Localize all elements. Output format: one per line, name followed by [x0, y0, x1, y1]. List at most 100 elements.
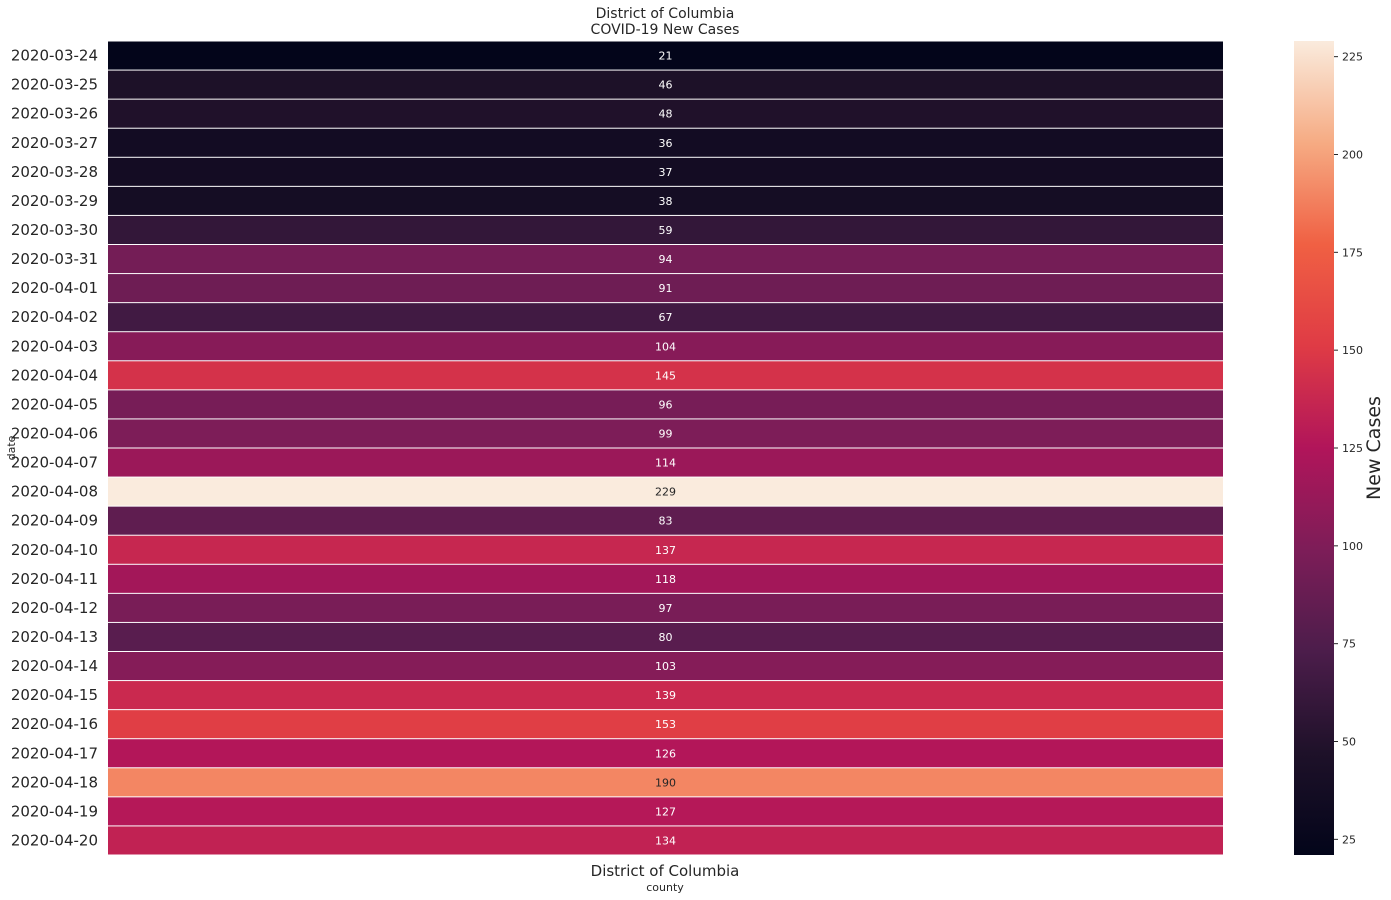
row-tick-label: 2020-04-01: [11, 279, 98, 297]
heatmap-cell: [108, 157, 1223, 186]
heatmap-cell: [108, 390, 1223, 419]
heatmap-cell-label: 134: [655, 834, 676, 847]
heatmap-cell-label: 83: [659, 515, 673, 528]
heatmap-cell: [108, 303, 1223, 332]
row-tick-label: 2020-04-06: [11, 424, 98, 442]
heatmap-cell: [108, 215, 1223, 244]
colorbar-ticks: 25 50 75 100 125 150 175 200 225: [1334, 51, 1363, 846]
row-tick-label: 2020-04-05: [11, 395, 98, 413]
colorbar-label: New Cases: [1363, 396, 1385, 500]
heatmap-cell-label: 114: [655, 457, 676, 470]
heatmap-cell: [108, 448, 1223, 477]
row-tick-label: 2020-04-17: [11, 744, 98, 762]
row-tick-label: 2020-04-03: [11, 337, 98, 355]
row-tick-label: 2020-04-11: [11, 570, 98, 588]
heatmap-cell: [108, 593, 1223, 622]
heatmap-cell-label: 80: [659, 631, 673, 644]
heatmap-cell: [108, 274, 1223, 303]
heatmap-cell: [108, 506, 1223, 535]
heatmap-cell: [108, 70, 1223, 99]
row-tick-label: 2020-03-25: [11, 76, 98, 94]
heatmap-cell-label: 91: [659, 282, 673, 295]
colorbar-tick-label: 25: [1342, 833, 1356, 846]
colorbar-tick-label: 200: [1342, 148, 1363, 161]
heatmap-cell-label: 96: [659, 398, 673, 411]
heatmap-cell-label: 118: [655, 573, 676, 586]
row-tick-label: 2020-04-02: [11, 308, 98, 326]
heatmap-cell-label: 229: [655, 486, 676, 499]
row-tick-label: 2020-04-15: [11, 686, 98, 704]
row-tick-label: 2020-04-14: [11, 657, 98, 675]
column-tick-label: District of Columbia: [591, 862, 740, 880]
heatmap-cell-label: 21: [659, 50, 673, 63]
heatmap-cell: [108, 681, 1223, 710]
x-axis-label: county: [646, 881, 684, 894]
heatmap-cell: [108, 622, 1223, 651]
heatmap-cell-label: 46: [659, 79, 673, 92]
heatmap-cell-label: 48: [659, 108, 673, 121]
heatmap-cell-label: 103: [655, 660, 676, 673]
heatmap-cell: [108, 419, 1223, 448]
row-tick-label: 2020-04-19: [11, 802, 98, 820]
heatmap-cell: [108, 768, 1223, 797]
chart-title-line-2: COVID-19 New Cases: [591, 22, 740, 38]
heatmap-cell-label: 94: [659, 253, 673, 266]
row-tick-label: 2020-03-30: [11, 221, 98, 239]
heatmap-cell: [108, 41, 1223, 70]
heatmap-rows: 21 2020-03-24 46 2020-03-25 48 2020-03-26 36 20…: [11, 41, 1223, 855]
colorbar-tick-label: 175: [1342, 246, 1363, 259]
row-tick-label: 2020-04-13: [11, 628, 98, 646]
heatmap-cell-label: 137: [655, 544, 676, 557]
heatmap-cell-label: 104: [655, 340, 676, 353]
row-tick-label: 2020-04-20: [11, 831, 98, 849]
heatmap-cell-label: 145: [655, 369, 676, 382]
heatmap-cell-label: 36: [659, 137, 673, 150]
heatmap-cell: [108, 710, 1223, 739]
heatmap-cell-label: 67: [659, 311, 673, 324]
row-tick-label: 2020-04-09: [11, 512, 98, 530]
colorbar-tick-label: 100: [1342, 540, 1363, 553]
colorbar-tick-label: 50: [1342, 736, 1356, 749]
heatmap-cell: [108, 826, 1223, 855]
heatmap-cell: [108, 739, 1223, 768]
heatmap-cell: [108, 128, 1223, 157]
heatmap-cell: [108, 535, 1223, 564]
colorbar-tick-label: 225: [1342, 51, 1363, 64]
heatmap-cell: [108, 245, 1223, 274]
row-tick-label: 2020-04-04: [11, 366, 98, 384]
row-tick-label: 2020-03-31: [11, 250, 98, 268]
colorbar-tick-label: 150: [1342, 344, 1363, 357]
heatmap-cell-label: 59: [659, 224, 673, 237]
heatmap-cell-label: 126: [655, 747, 676, 760]
heatmap-cell-label: 139: [655, 689, 676, 702]
row-tick-label: 2020-03-29: [11, 192, 98, 210]
row-tick-label: 2020-03-27: [11, 134, 98, 152]
y-axis-label: date: [5, 435, 18, 460]
heatmap-cell: [108, 477, 1223, 506]
heatmap-cell: [108, 797, 1223, 826]
row-tick-label: 2020-04-16: [11, 715, 98, 733]
heatmap-cell-label: 97: [659, 602, 673, 615]
heatmap-cell-label: 190: [655, 776, 676, 789]
heatmap-cell-label: 127: [655, 805, 676, 818]
heatmap-cell: [108, 332, 1223, 361]
heatmap-cell: [108, 564, 1223, 593]
heatmap-cell: [108, 361, 1223, 390]
row-tick-label: 2020-03-28: [11, 163, 98, 181]
row-tick-label: 2020-03-24: [11, 47, 98, 65]
heatmap-cell-label: 99: [659, 427, 673, 440]
heatmap-cell-label: 153: [655, 718, 676, 731]
row-tick-label: 2020-04-08: [11, 483, 98, 501]
row-tick-label: 2020-04-07: [11, 454, 98, 472]
heatmap-cell-label: 37: [659, 166, 673, 179]
row-tick-label: 2020-03-26: [11, 105, 98, 123]
row-tick-label: 2020-04-18: [11, 773, 98, 791]
colorbar-tick-label: 75: [1342, 638, 1356, 651]
heatmap-cell: [108, 186, 1223, 215]
colorbar-tick-label: 125: [1342, 442, 1363, 455]
heatmap-cell: [108, 652, 1223, 681]
row-tick-label: 2020-04-12: [11, 599, 98, 617]
chart-title-line-1: District of Columbia: [596, 6, 735, 22]
colorbar: [1294, 41, 1334, 855]
